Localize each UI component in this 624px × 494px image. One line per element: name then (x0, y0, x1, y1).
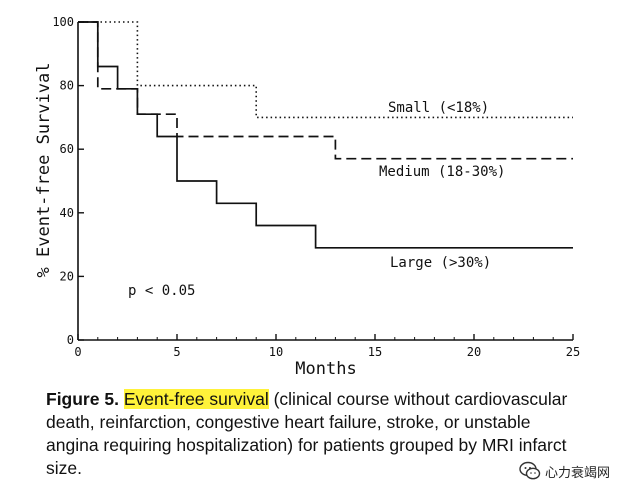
x-tick-label: 25 (566, 345, 580, 359)
series-line-medium (78, 21, 573, 160)
x-tick-label: 0 (74, 345, 81, 359)
series-line-large (78, 21, 573, 249)
watermark: 心力衰竭网 (519, 460, 610, 482)
chart-series (78, 21, 573, 249)
chart-axes (77, 22, 573, 341)
legend-label-large: Large (>30%) (390, 255, 491, 271)
caption-text: (clinical course without cardiovascular … (46, 389, 568, 478)
survival-chart: 0 20 40 60 80 100 0 5 10 15 20 25 % Event-free Surv… (34, 15, 580, 379)
watermark-text: 心力衰竭网 (544, 465, 610, 481)
figure-caption: Figure 5. Event-free survival (clinical … (46, 388, 586, 480)
legend-label-medium: Medium (18-30%) (379, 164, 505, 180)
chart-ticks: 0 20 40 60 80 100 0 5 10 15 20 25 (52, 15, 580, 359)
x-axis-title: Months (295, 359, 356, 379)
y-tick-label: 100 (52, 15, 74, 29)
caption-highlight: Event-free survival (123, 389, 269, 409)
y-tick-label: 0 (67, 333, 74, 347)
y-tick-label: 40 (60, 206, 74, 220)
x-tick-label: 10 (269, 345, 283, 359)
p-value-annotation: p < 0.05 (128, 283, 195, 299)
x-tick-label: 20 (467, 345, 481, 359)
series-line-small (78, 21, 573, 119)
y-tick-label: 60 (60, 142, 74, 156)
x-tick-label: 5 (173, 345, 180, 359)
figure-label: Figure 5. (46, 389, 119, 409)
legend-label-small: Small (<18%) (388, 100, 489, 116)
y-axis-title: % Event-free Survival (34, 63, 54, 278)
y-tick-label: 80 (60, 79, 74, 93)
x-tick-label: 15 (368, 345, 382, 359)
y-tick-label: 20 (60, 269, 74, 283)
wechat-icon (519, 461, 541, 480)
